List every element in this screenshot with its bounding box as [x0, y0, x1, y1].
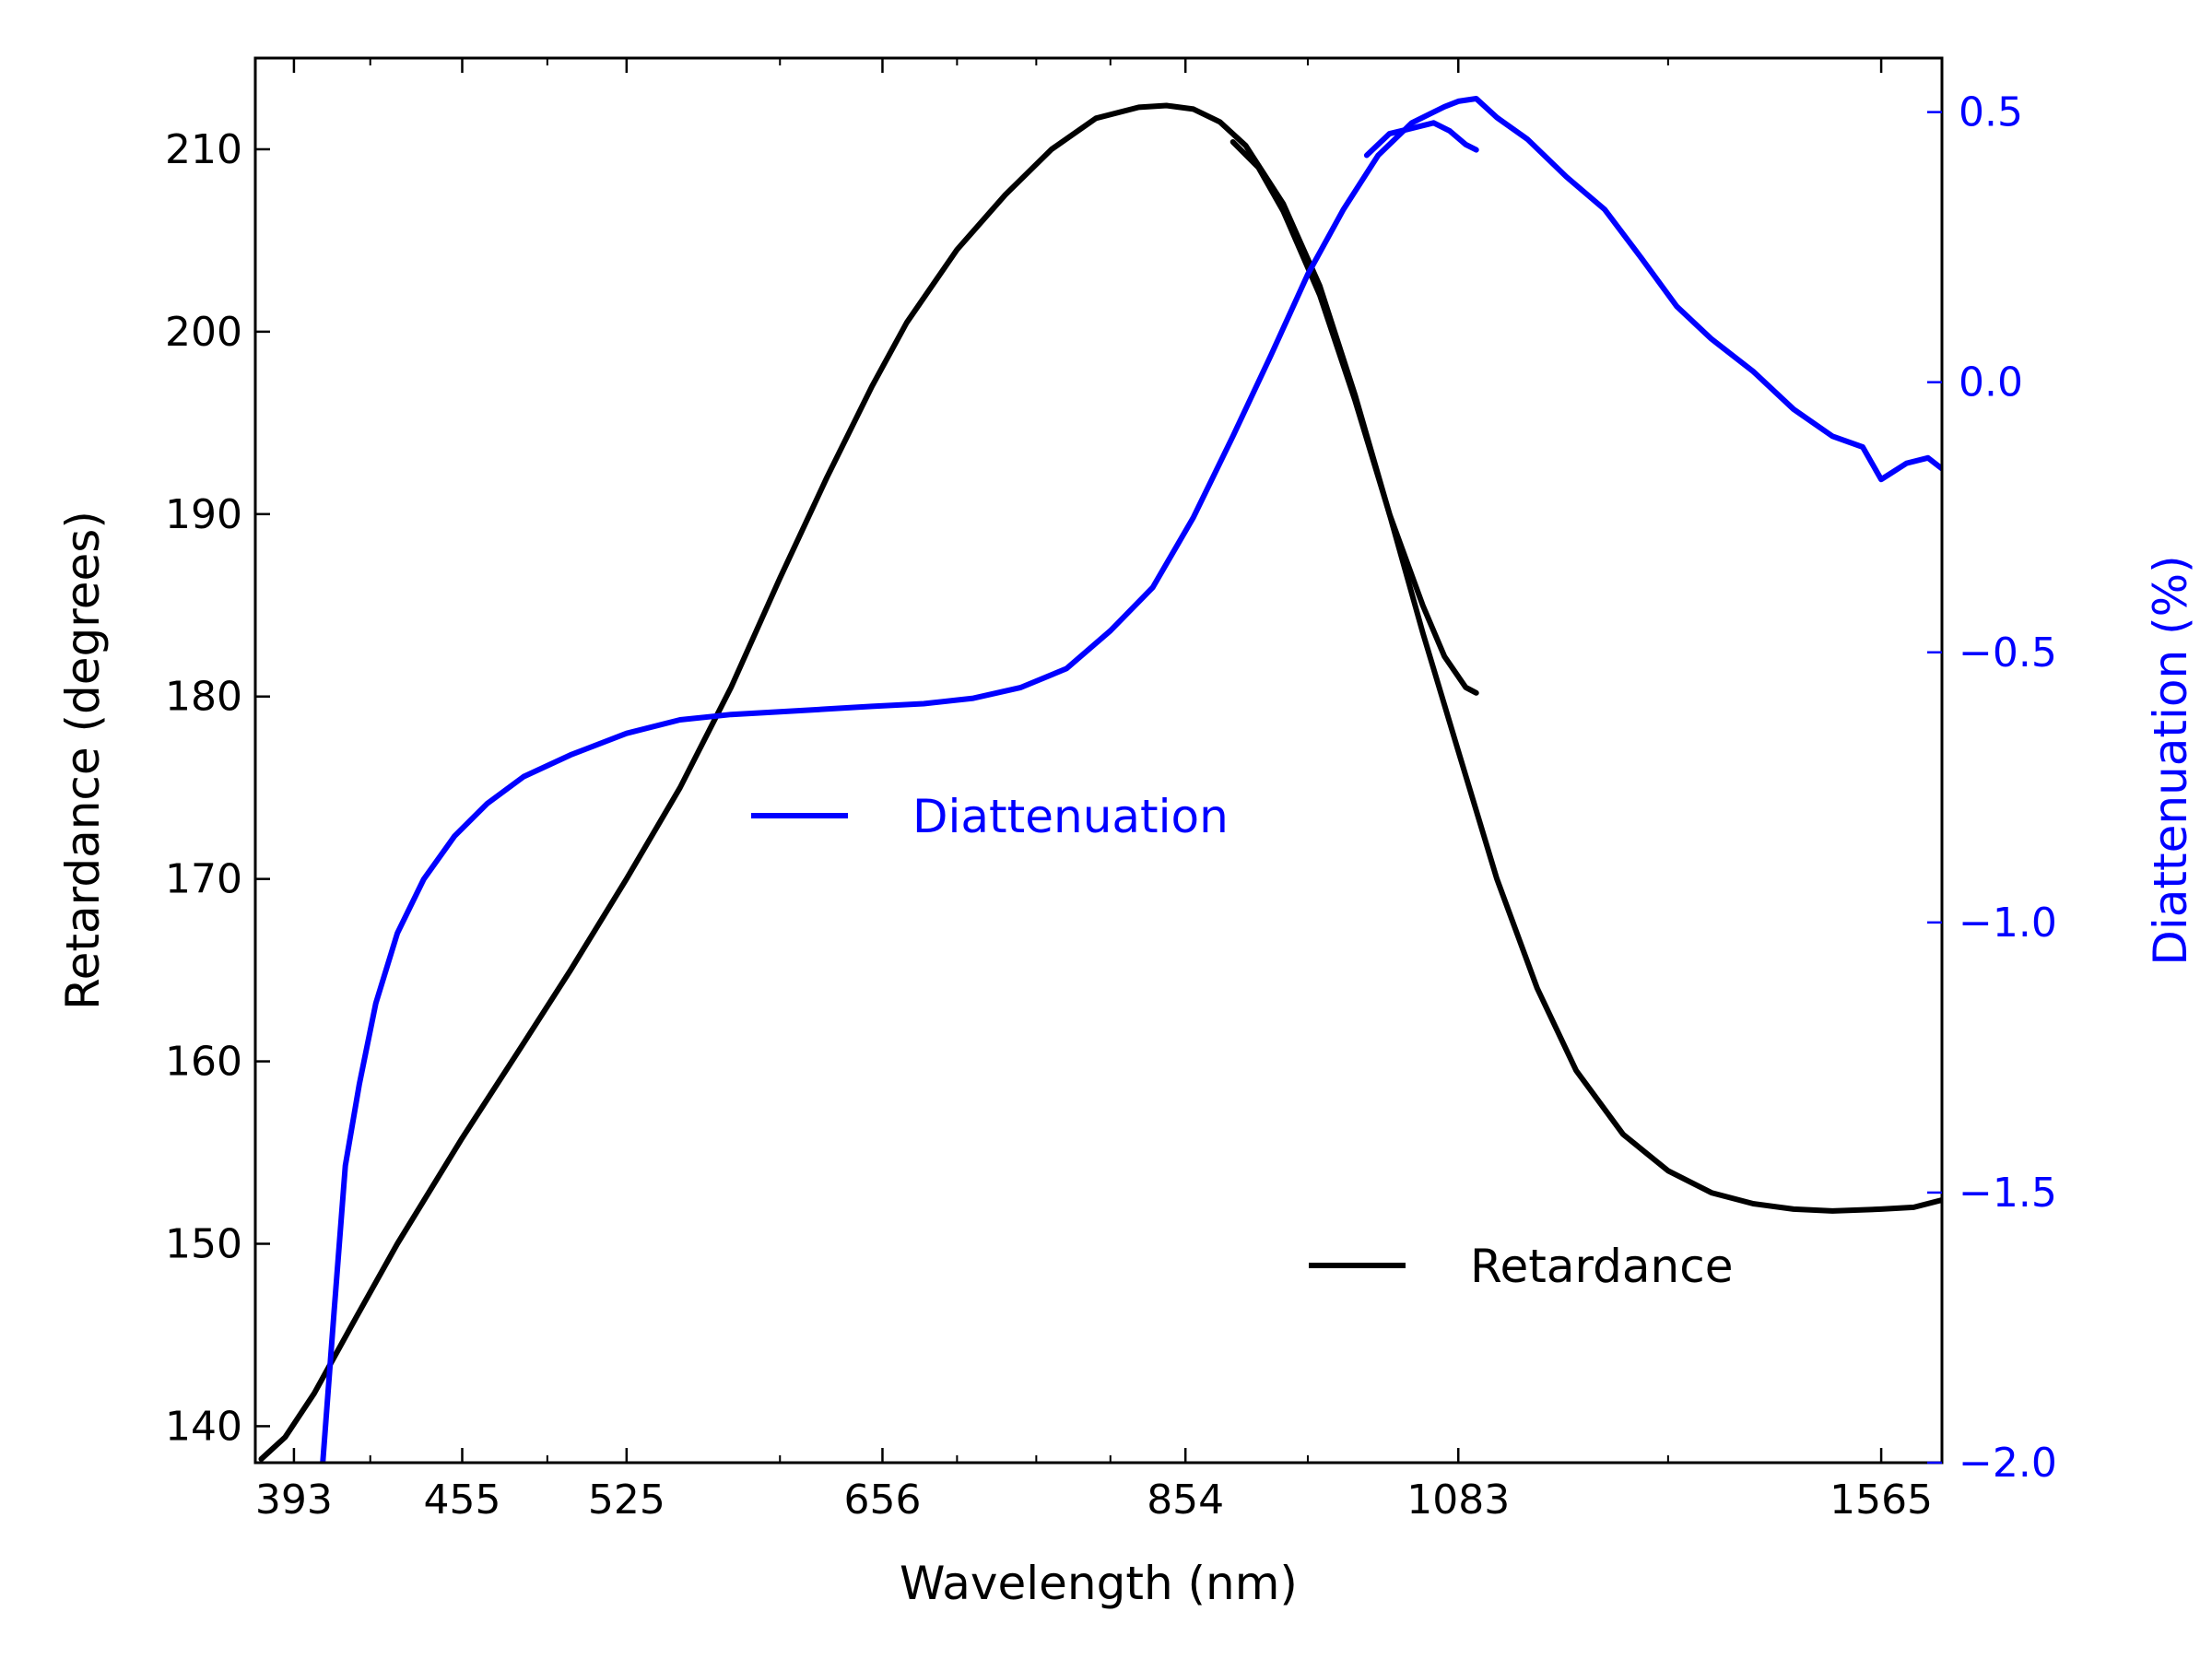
x-axis-title: Wavelength (nm)	[900, 1557, 1298, 1610]
x-tick-label: 393	[255, 1477, 333, 1524]
legend-retardance-label: Retardance	[1470, 1240, 1734, 1293]
y-left-tick-label: 190	[165, 491, 242, 538]
y-left-axis-title: Retardance (degrees)	[56, 511, 110, 1010]
series-retardance-line-0	[258, 102, 1942, 1462]
y-left-ticks: 140 150 160 170 180 190 200 210	[165, 126, 270, 1450]
y-right-tick-label: −1.5	[1959, 1170, 2057, 1217]
y-right-tick-label: 0.0	[1959, 359, 2023, 406]
x-tick-label: 1565	[1830, 1477, 1933, 1524]
y-left-tick-label: 210	[165, 126, 242, 173]
plot-frame	[253, 56, 1944, 1465]
y-left-tick-label: 180	[165, 674, 242, 721]
y-left-tick-label: 170	[165, 856, 242, 903]
legend-retardance: Retardance	[1309, 1240, 1734, 1293]
y-right-tick-label: −2.0	[1959, 1440, 2057, 1487]
y-right-tick-label: −1.0	[1959, 900, 2057, 947]
y-right-ticks: 0.5 0.0 −0.5 −1.0 −1.5 −2.0	[1927, 89, 2057, 1487]
series-layer	[258, 96, 1942, 1463]
x-tick-label: 525	[588, 1477, 665, 1524]
y-right-axis-title: Diattenuation (%)	[2144, 555, 2197, 965]
series-diattenuation-line-2	[320, 96, 1942, 1463]
x-ticks: 393 455 525 656 854 1083 1565	[255, 58, 1933, 1524]
series-retardance-line-1	[1230, 139, 1479, 696]
plot-area	[255, 58, 1942, 1463]
y-left-tick-label: 150	[165, 1220, 242, 1267]
x-tick-label: 1083	[1406, 1477, 1510, 1524]
y-left-tick-label: 200	[165, 309, 242, 356]
y-right-tick-label: 0.5	[1959, 89, 2023, 136]
series-diattenuation-line-3	[1363, 120, 1479, 159]
x-tick-label: 854	[1147, 1477, 1224, 1524]
y-right-tick-label: −0.5	[1959, 629, 2057, 677]
y-left-tick-label: 140	[165, 1403, 242, 1450]
x-tick-label: 455	[423, 1477, 500, 1524]
legend-diattenuation: Diattenuation	[751, 790, 1229, 843]
x-tick-label: 656	[843, 1477, 921, 1524]
legend-diattenuation-label: Diattenuation	[912, 790, 1229, 843]
y-left-tick-label: 160	[165, 1039, 242, 1086]
